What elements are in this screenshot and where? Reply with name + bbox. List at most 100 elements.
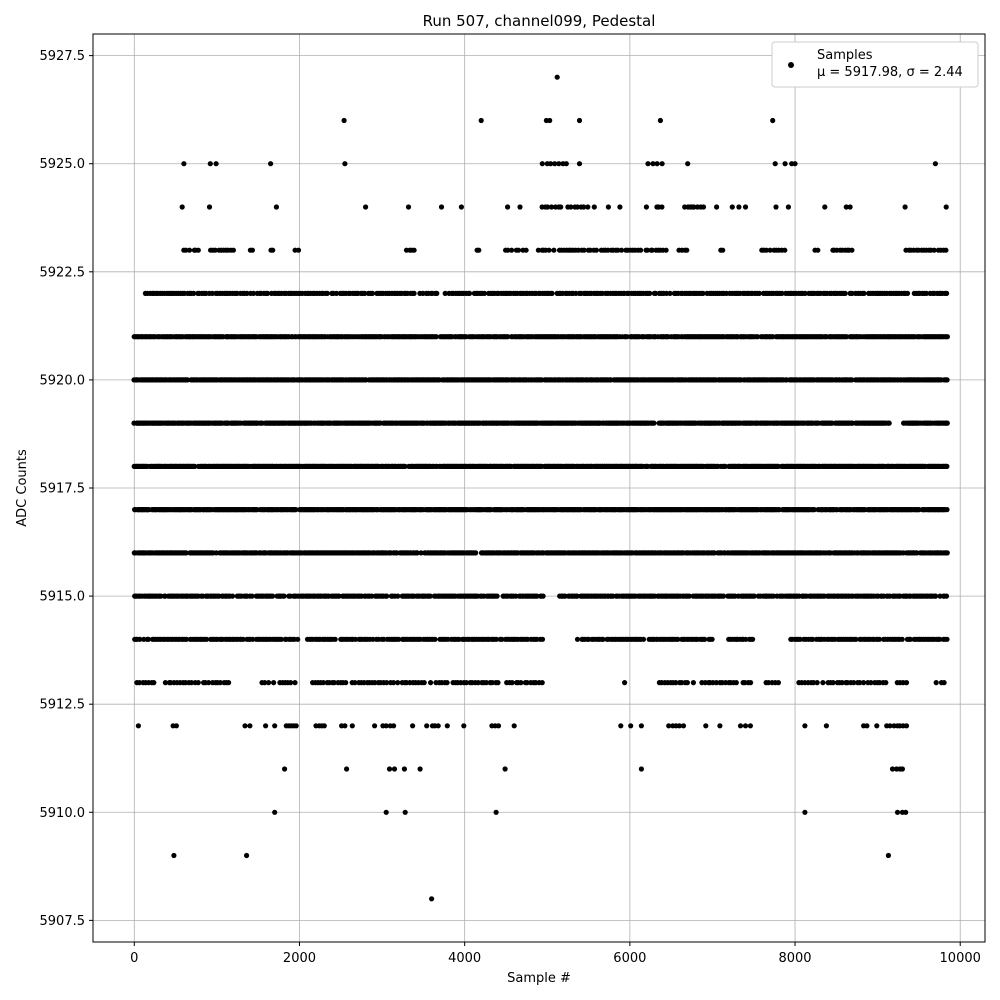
sample-point <box>851 680 857 686</box>
sample-point <box>518 680 524 686</box>
sample-point <box>266 680 272 686</box>
sample-point <box>428 680 434 686</box>
sample-point <box>944 507 950 513</box>
sample-point <box>857 680 863 686</box>
sample-point <box>192 463 198 469</box>
sample-point <box>720 593 727 599</box>
sample-point <box>493 636 499 642</box>
sample-point <box>395 593 401 599</box>
sample-point <box>748 680 754 686</box>
sample-point <box>675 636 681 642</box>
sample-point <box>937 636 943 642</box>
sample-point <box>489 680 495 686</box>
sample-point <box>540 593 546 599</box>
sample-point <box>369 593 375 599</box>
sample-point <box>195 680 201 686</box>
sample-point <box>206 680 212 686</box>
sample-point <box>250 636 256 642</box>
sample-point <box>331 680 337 686</box>
sample-point <box>229 593 236 599</box>
sample-point <box>352 680 358 686</box>
sample-point <box>886 420 892 426</box>
sample-point <box>158 593 164 599</box>
sample-point <box>861 680 867 686</box>
sample-point <box>944 420 950 426</box>
sample-point <box>204 636 210 642</box>
sample-point <box>332 636 338 642</box>
sample-point <box>765 680 772 686</box>
sample-point <box>444 680 450 686</box>
sample-point <box>384 593 390 599</box>
sample-point <box>811 507 817 513</box>
sample-point <box>145 636 151 642</box>
sample-point <box>137 636 143 642</box>
data-points <box>131 74 951 902</box>
sample-point <box>775 680 782 686</box>
sample-point <box>271 680 277 686</box>
sample-point <box>352 636 358 642</box>
sample-point <box>136 680 142 686</box>
sample-point <box>343 680 349 686</box>
sample-point <box>944 377 950 383</box>
sample-point <box>853 636 859 642</box>
sample-point <box>622 680 628 686</box>
sample-point <box>944 636 950 642</box>
sample-point <box>941 680 947 686</box>
sample-point <box>463 680 469 686</box>
sample-point <box>494 593 500 599</box>
sample-point <box>432 636 438 642</box>
sample-point <box>278 636 284 642</box>
sample-point <box>943 593 950 599</box>
sample-point <box>421 680 427 686</box>
sample-point <box>262 680 268 686</box>
sample-point <box>427 593 433 599</box>
sample-point <box>539 680 545 686</box>
sample-point <box>292 680 298 686</box>
sample-point <box>574 636 581 642</box>
sample-point <box>679 680 685 686</box>
sample-point <box>249 593 255 599</box>
sample-point <box>281 593 287 599</box>
sample-point <box>288 680 294 686</box>
sample-point <box>690 680 697 686</box>
sample-point <box>933 593 939 599</box>
sample-point <box>226 680 232 686</box>
sample-point <box>743 636 749 642</box>
sample-point <box>381 636 387 642</box>
sample-point <box>820 680 826 686</box>
sample-point <box>509 680 515 686</box>
sample-point <box>183 550 189 556</box>
sample-point <box>702 636 708 642</box>
sample-point <box>933 680 939 686</box>
sample-point <box>651 420 657 426</box>
sample-point <box>709 636 715 642</box>
sample-point <box>483 680 489 686</box>
sample-point <box>162 680 168 686</box>
sample-point <box>295 636 301 642</box>
sample-point <box>733 680 739 686</box>
sample-point <box>770 593 776 599</box>
sample-point <box>574 593 580 599</box>
sample-point <box>188 680 195 686</box>
sample-point <box>811 680 817 686</box>
sample-point <box>830 680 836 686</box>
sample-point <box>810 636 816 642</box>
sample-point <box>899 636 905 642</box>
sample-point <box>839 680 845 686</box>
sample-point <box>475 680 481 686</box>
sample-point <box>240 636 246 642</box>
sample-point <box>944 550 950 556</box>
sample-point <box>418 550 424 556</box>
sample-point <box>713 680 720 686</box>
sample-point <box>270 593 276 599</box>
sample-point <box>797 636 803 642</box>
sample-point <box>684 680 691 686</box>
sample-point <box>320 680 326 686</box>
sample-point <box>907 636 913 642</box>
sample-point <box>293 507 299 513</box>
sample-point <box>384 680 390 686</box>
sample-point <box>814 680 820 686</box>
